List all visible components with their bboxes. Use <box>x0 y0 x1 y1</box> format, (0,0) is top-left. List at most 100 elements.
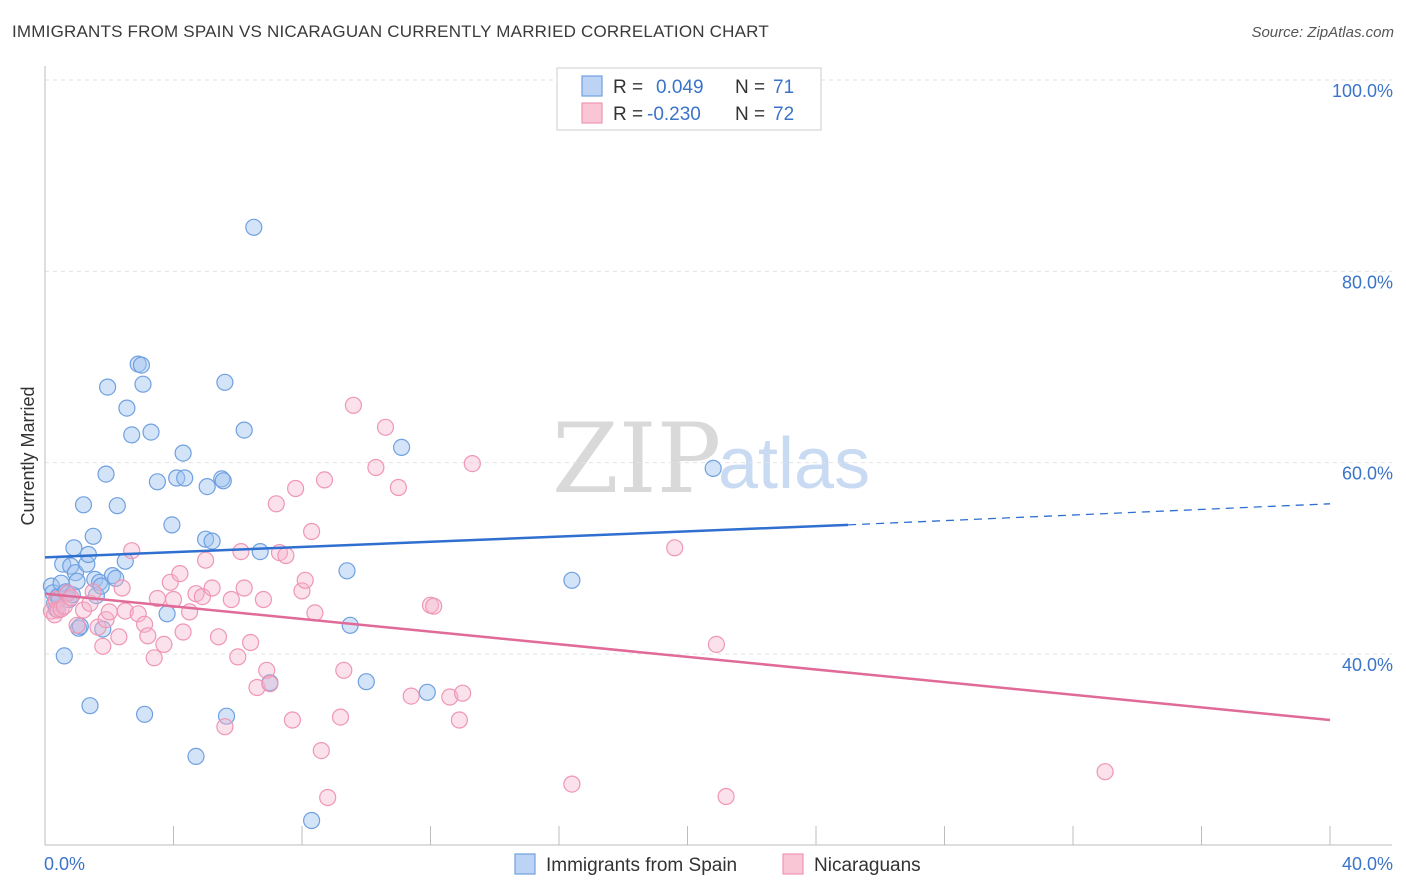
legend-label-spain: Immigrants from Spain <box>546 855 737 876</box>
point-spain <box>107 569 125 588</box>
point-spain <box>704 459 722 477</box>
legend-n-label-1: N = <box>735 77 765 98</box>
point-nicaraguans <box>216 718 234 736</box>
point-spain <box>198 478 216 496</box>
x-tick-label: 0.0% <box>44 854 85 874</box>
point-spain <box>134 375 152 393</box>
legend-n-value-1: 71 <box>773 77 794 98</box>
watermark: ZIP atlas <box>552 403 870 515</box>
point-spain <box>216 373 234 391</box>
y-axis-label: Currently Married <box>18 386 38 525</box>
point-spain <box>65 539 83 557</box>
point-nicaraguans <box>376 418 395 436</box>
point-nicaraguans <box>344 396 362 414</box>
legend-swatch-bottom-spain <box>514 853 536 875</box>
point-nicaraguans <box>277 546 295 565</box>
point-spain <box>563 571 581 589</box>
tick-labels: 40.0% 60.0% 80.0% 100.0% 0.0% 40.0% <box>44 81 1393 874</box>
point-nicaraguans <box>296 571 314 589</box>
y-tick-label: 80.0% <box>1342 272 1393 292</box>
point-nicaraguans <box>707 635 726 654</box>
point-spain <box>303 811 321 830</box>
y-tick-label: 40.0% <box>1342 655 1393 675</box>
point-nicaraguans <box>248 678 266 697</box>
point-spain <box>123 426 141 444</box>
point-spain <box>214 472 232 490</box>
legend-swatch-nicaraguans <box>581 102 603 124</box>
point-nicaraguans <box>312 741 330 760</box>
point-spain <box>84 527 102 545</box>
point-spain <box>68 572 86 590</box>
watermark-atlas: atlas <box>718 424 870 504</box>
point-nicaraguans <box>454 684 472 702</box>
point-nicaraguans <box>315 471 334 489</box>
legend-r-value-1: 0.049 <box>656 77 704 98</box>
point-nicaraguans <box>242 633 260 652</box>
point-spain <box>357 673 375 691</box>
legend-swatch-bottom-nicaraguans <box>782 853 804 875</box>
point-nicaraguans <box>402 687 420 705</box>
legend-n-value-2: 72 <box>773 104 794 125</box>
trend-line-nicaraguans <box>44 592 1331 722</box>
point-nicaraguans <box>261 675 279 693</box>
point-nicaraguans <box>319 788 337 807</box>
series-legend: Immigrants from Spain Nicaraguans <box>514 853 921 876</box>
point-nicaraguans <box>139 627 157 645</box>
point-nicaraguans <box>389 478 407 497</box>
point-nicaraguans <box>441 688 459 706</box>
point-nicaraguans <box>254 590 272 609</box>
point-spain <box>142 423 160 441</box>
point-spain <box>418 683 436 701</box>
point-spain <box>148 473 166 491</box>
point-spain <box>81 697 99 715</box>
point-spain <box>251 542 269 561</box>
point-spain <box>118 399 136 417</box>
point-nicaraguans <box>193 587 211 606</box>
point-spain <box>103 566 122 585</box>
data-points <box>42 218 1114 830</box>
y-tick-label: 100.0% <box>1332 81 1393 101</box>
point-spain <box>187 747 205 766</box>
point-nicaraguans <box>331 708 350 726</box>
point-nicaraguans <box>174 623 192 641</box>
point-nicaraguans <box>116 602 134 620</box>
point-nicaraguans <box>335 661 353 679</box>
point-nicaraguans <box>450 711 468 729</box>
watermark-zip: ZIP <box>552 403 721 515</box>
trend-line-spain-extension <box>848 503 1331 526</box>
legend-r-value-2: -0.230 <box>647 104 701 125</box>
point-nicaraguans <box>229 648 247 666</box>
point-nicaraguans <box>110 628 128 646</box>
legend-label-nicaraguans: Nicaraguans <box>814 855 921 876</box>
point-spain <box>55 647 73 665</box>
point-nicaraguans <box>68 616 86 634</box>
point-nicaraguans <box>293 582 311 600</box>
point-nicaraguans <box>267 495 285 513</box>
point-spain <box>176 469 194 487</box>
source-credit: Source: ZipAtlas.com <box>1251 24 1394 41</box>
point-nicaraguans <box>197 551 215 569</box>
point-nicaraguans <box>94 637 112 655</box>
point-nicaraguans <box>563 775 581 793</box>
point-nicaraguans <box>155 635 173 654</box>
stats-legend: R = 0.049 N = 71 R = -0.230 N = 72 <box>556 67 822 131</box>
trend-line-spain <box>44 523 849 559</box>
point-nicaraguans <box>129 605 147 623</box>
point-nicaraguans <box>283 711 301 729</box>
point-nicaraguans <box>55 597 73 615</box>
point-nicaraguans <box>235 579 253 597</box>
legend-r-label-2: R = <box>613 104 643 125</box>
point-spain <box>338 562 356 580</box>
point-spain <box>74 496 93 514</box>
point-nicaraguans <box>1096 763 1114 781</box>
point-nicaraguans <box>303 522 321 541</box>
x-tick-label: 40.0% <box>1342 854 1393 874</box>
point-nicaraguans <box>209 628 228 646</box>
point-spain <box>235 421 253 439</box>
point-spain <box>158 605 176 623</box>
point-nicaraguans <box>463 455 481 473</box>
point-nicaraguans <box>84 583 102 601</box>
point-nicaraguans <box>232 542 250 561</box>
legend-r-label-1: R = <box>613 77 643 98</box>
gridlines <box>45 79 1392 655</box>
